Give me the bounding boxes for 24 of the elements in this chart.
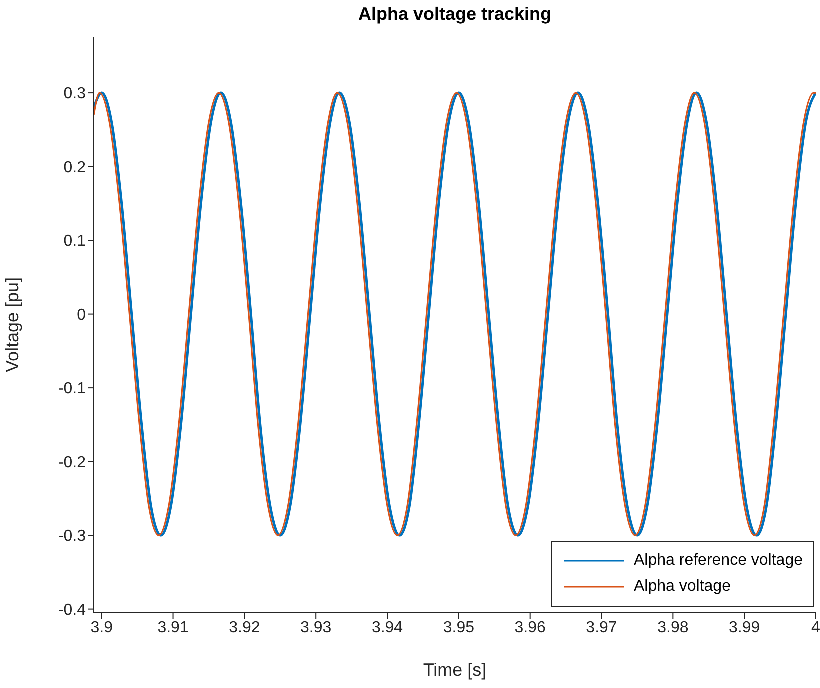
y-tick-label: 0.2 bbox=[64, 159, 86, 176]
y-tick-label: -0.3 bbox=[58, 528, 86, 546]
x-axis-title: Time [s] bbox=[423, 660, 487, 680]
y-tick-label: -0.4 bbox=[58, 602, 86, 619]
x-tick-label: 3.93 bbox=[300, 619, 332, 636]
x-tick-label: 3.97 bbox=[586, 619, 618, 636]
x-tick-label: 3.99 bbox=[729, 619, 760, 636]
x-tick-label: 3.9 bbox=[90, 619, 114, 636]
x-tick-label: 3.92 bbox=[229, 619, 260, 636]
legend-label: Alpha voltage bbox=[634, 578, 731, 596]
y-tick-label: 0 bbox=[77, 306, 86, 324]
y-tick-label: -0.1 bbox=[58, 380, 86, 398]
x-tick-label: 3.98 bbox=[658, 619, 689, 636]
chart-title: Alpha voltage tracking bbox=[357, 4, 553, 25]
y-axis-title: Voltage [pu] bbox=[2, 277, 22, 373]
x-tick-label: 3.96 bbox=[514, 619, 546, 636]
y-tick-label: -0.2 bbox=[58, 454, 86, 472]
x-tick-label: 3.94 bbox=[372, 619, 404, 636]
y-tick-label: 0.3 bbox=[64, 86, 86, 103]
x-tick-label: 3.91 bbox=[158, 619, 189, 636]
x-tick-label: 4 bbox=[812, 619, 820, 636]
x-tick-label: 3.95 bbox=[443, 619, 475, 636]
y-tick-label: 0.1 bbox=[64, 233, 86, 250]
legend-label: Alpha reference voltage bbox=[634, 552, 803, 570]
